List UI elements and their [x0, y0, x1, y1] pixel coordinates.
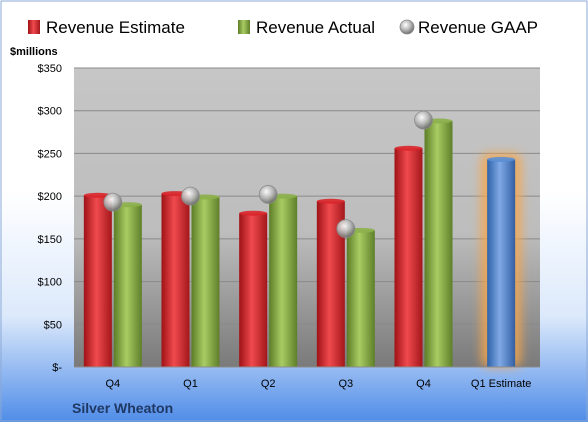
bar	[113, 204, 142, 367]
bar	[394, 148, 423, 367]
x-tick-label: Q3	[338, 378, 353, 390]
bar	[83, 195, 112, 367]
gaap-markers	[103, 110, 433, 239]
bars	[83, 118, 522, 367]
y-axis-ticks: $- $50 $100 $150 $200 $250 $300 $350	[38, 63, 63, 374]
y-tick-label: $150	[38, 234, 62, 246]
x-tick-label: Q2	[261, 378, 276, 390]
x-tick-label: Q1	[183, 378, 198, 390]
gridlines	[74, 67, 540, 325]
bar	[239, 213, 268, 367]
y-tick-label: $350	[38, 63, 62, 75]
y-tick-label: $300	[38, 106, 62, 118]
legend-swatch	[238, 20, 250, 34]
legend-label: Revenue Estimate	[46, 18, 185, 37]
gaap-marker	[181, 186, 200, 206]
bar-cap	[239, 210, 268, 216]
y-tick-label: $-	[52, 362, 62, 374]
company-label: Silver Wheaton	[72, 400, 173, 416]
gaap-marker	[336, 219, 356, 239]
legend-swatch	[399, 19, 415, 35]
x-axis-ticks: Q4 Q1 Q2 Q3 Q4 Q1 Estimate	[105, 378, 531, 390]
bar-cap	[83, 192, 112, 198]
y-tick-label: $100	[38, 277, 62, 289]
x-tick-label: Q1 Estimate	[471, 378, 532, 390]
y-tick-label: $200	[38, 191, 62, 203]
gaap-marker	[414, 110, 433, 130]
bar	[424, 120, 453, 367]
plot-area	[74, 68, 540, 367]
legend-swatch	[28, 20, 40, 34]
gaap-marker	[103, 192, 123, 212]
bar	[191, 196, 220, 367]
gaap-marker	[258, 185, 278, 204]
y-unit-label: $millions	[10, 46, 58, 58]
y-tick-label: $50	[44, 319, 62, 331]
bar-cap	[487, 156, 516, 162]
bar	[346, 230, 375, 367]
legend-label: Revenue Actual	[256, 18, 375, 37]
bar-cap	[316, 198, 345, 204]
legend-label: Revenue GAAP	[418, 18, 538, 37]
bar	[487, 159, 516, 367]
x-tick-label: Q4	[416, 378, 431, 390]
bar	[161, 193, 190, 367]
bar	[269, 196, 298, 367]
y-tick-label: $250	[38, 148, 62, 160]
legend: Revenue Estimate Revenue Actual Revenue GA…	[28, 18, 538, 37]
x-tick-label: Q4	[105, 378, 120, 390]
bar-cap	[394, 145, 423, 151]
